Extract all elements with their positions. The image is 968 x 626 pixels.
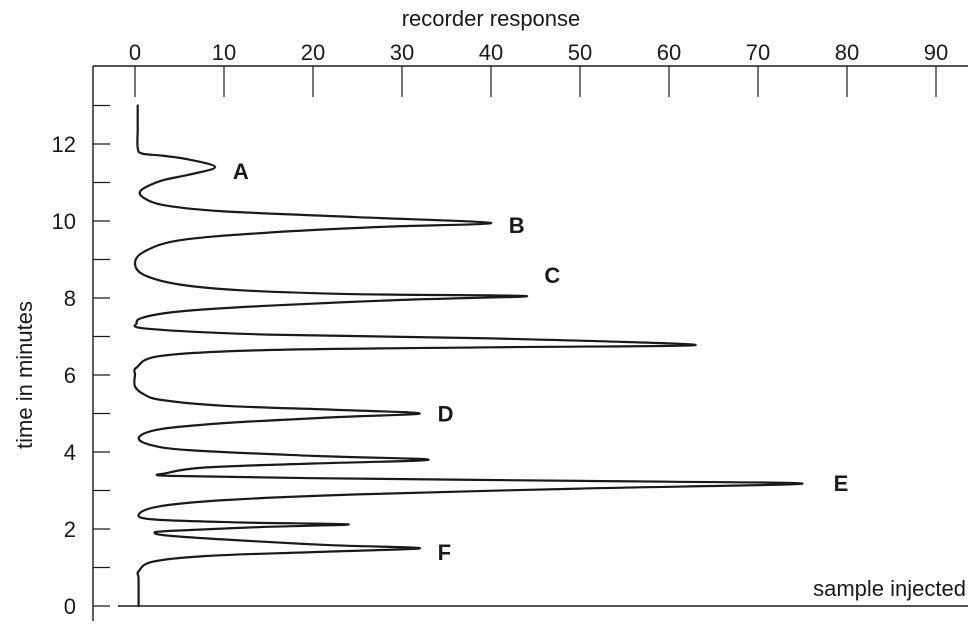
peak-label-d: D <box>438 402 454 427</box>
peak-label-b: B <box>509 213 525 238</box>
peak-label-c: C <box>544 263 560 288</box>
x-tick-group: 0 10 20 30 40 50 60 70 80 90 <box>129 40 948 97</box>
x-tick-label: 30 <box>390 40 414 65</box>
sample-injected-annotation: sample injected <box>813 576 966 601</box>
y-axis-title: time in minutes <box>12 301 37 449</box>
x-tick-label: 40 <box>479 40 503 65</box>
peak-label-a: A <box>233 159 249 184</box>
x-tick-label: 20 <box>301 40 325 65</box>
peak-label-group: A BC D E F <box>233 159 848 565</box>
y-tick-label: 10 <box>52 209 76 234</box>
y-tick-label: 2 <box>64 517 76 542</box>
x-tick-label: 0 <box>129 40 141 65</box>
x-tick-label: 90 <box>924 40 948 65</box>
y-tick-group: 0 2 4 6 8 10 12 <box>52 104 110 619</box>
x-tick-label: 70 <box>746 40 770 65</box>
y-tick-label: 6 <box>64 363 76 388</box>
x-tick-label: 60 <box>657 40 681 65</box>
x-tick-label: 80 <box>835 40 859 65</box>
series-line <box>133 104 804 608</box>
y-tick-label: 0 <box>64 594 76 619</box>
axes-layer <box>92 65 968 621</box>
y-tick-label: 4 <box>64 440 76 465</box>
y-tick-label: 8 <box>64 286 76 311</box>
peak-label-f: F <box>438 540 451 565</box>
x-axis-title: recorder response <box>402 6 581 31</box>
peak-label-e: E <box>834 471 849 496</box>
y-tick-label: 12 <box>52 132 76 157</box>
x-tick-label: 50 <box>568 40 592 65</box>
x-tick-label: 10 <box>212 40 236 65</box>
